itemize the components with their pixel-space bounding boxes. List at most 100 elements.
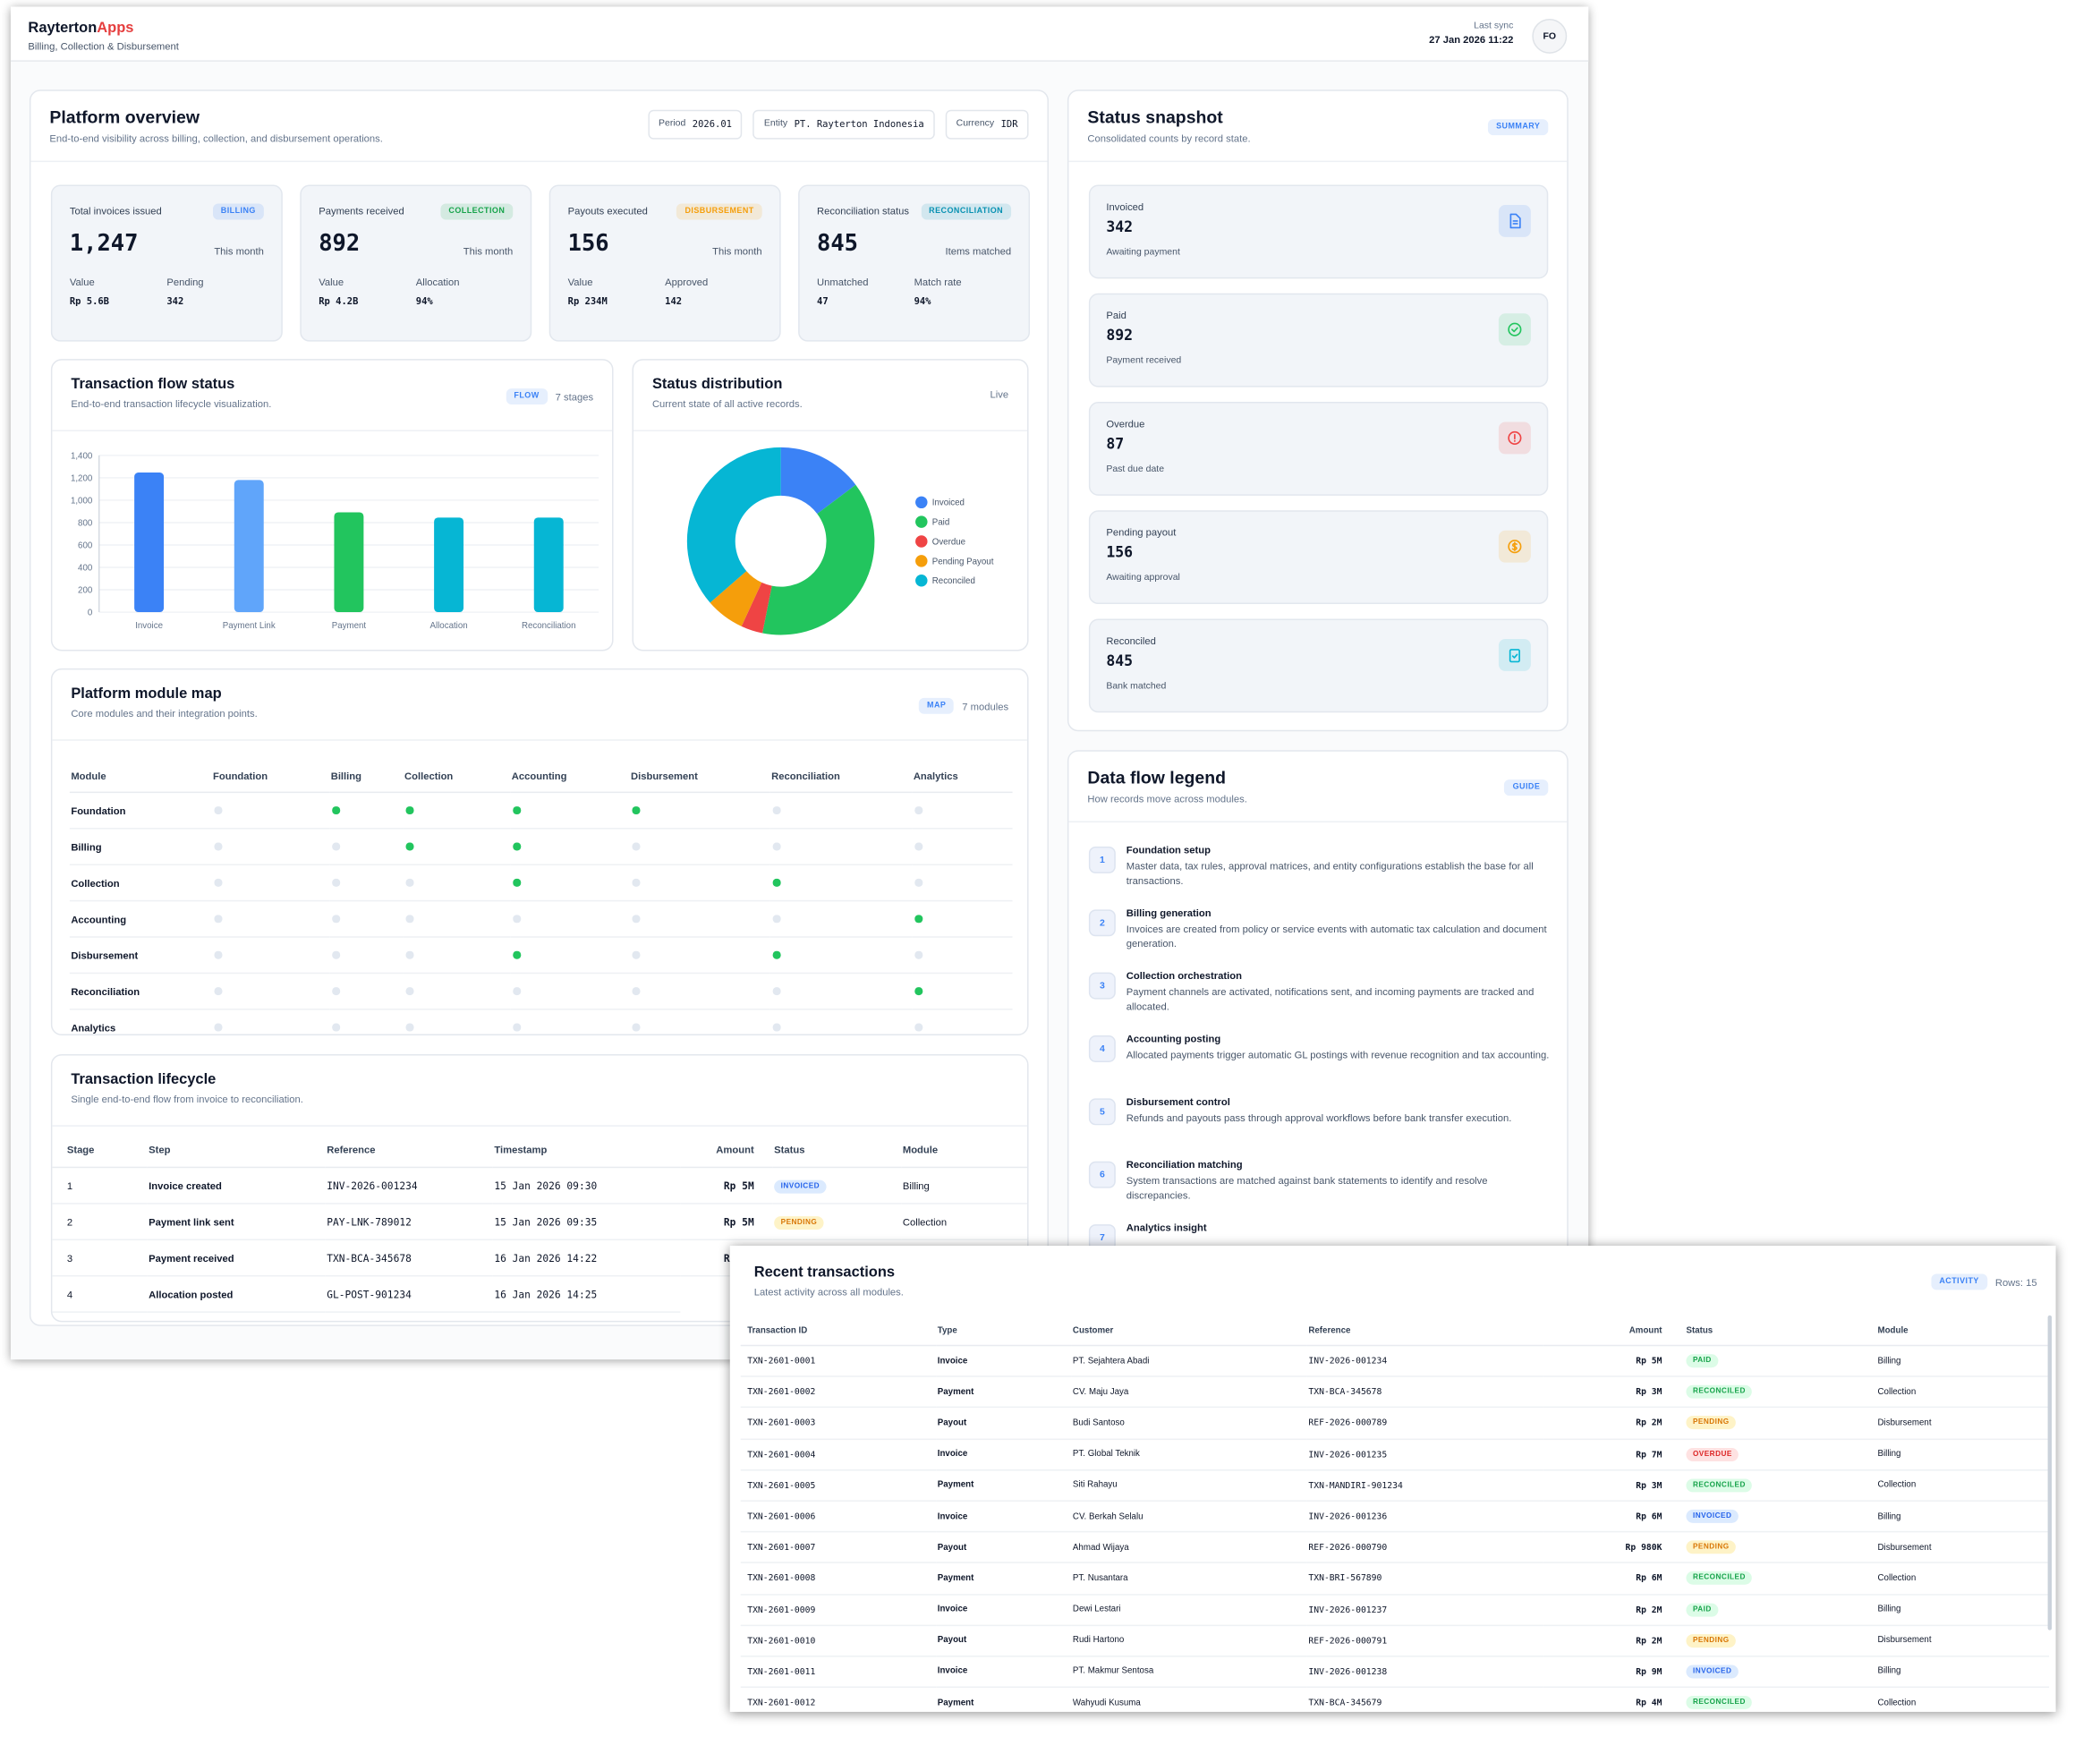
panel-actions: MAP 7 modules — [919, 697, 1008, 714]
link-cell — [510, 900, 630, 938]
cell: Payout — [936, 1531, 1072, 1564]
cell: PT. Sejahtera Abadi — [1071, 1345, 1307, 1377]
stat-value: 342 — [166, 295, 184, 307]
status-badge: INVOICED — [1686, 1665, 1739, 1679]
cell: Disbursement — [1876, 1531, 2050, 1564]
transaction-row[interactable]: TXN-2601-0009 Invoice Dewi Lestari INV-2026… — [740, 1594, 2050, 1626]
cell: TXN-2601-0005 — [740, 1469, 937, 1502]
no-link-dot — [513, 1023, 521, 1031]
link-dot — [632, 806, 640, 814]
header-row: Stage Step Reference Timestamp Amount Status M… — [52, 1131, 1028, 1169]
cell: Ahmad Wijaya — [1071, 1531, 1307, 1564]
cell: Bank reconciliation — [147, 1312, 326, 1321]
transaction-row[interactable]: TXN-2601-0003 Payout Budi Santoso REF-2026-… — [740, 1407, 2050, 1440]
cell: 16 Jan 2026 14:22 — [492, 1239, 681, 1277]
no-link-dot — [772, 842, 780, 850]
transaction-row[interactable]: TXN-2601-0004 Invoice PT. Global Teknik INV… — [740, 1438, 2050, 1471]
column-header: Reference — [1306, 1315, 1543, 1347]
y-tick-label: 1,400 — [71, 451, 93, 461]
brand-subtitle: Billing, Collection & Disbursement — [28, 39, 179, 53]
legend-swatch — [915, 574, 928, 587]
cell: INV-2026-001237 — [1306, 1594, 1543, 1626]
link-cell — [403, 864, 511, 902]
column-header: Foundation — [211, 759, 330, 794]
panel-actions: Live — [990, 388, 1008, 400]
transaction-row[interactable]: TXN-2601-0007 Payout Ahmad Wijaya REF-2026-… — [740, 1531, 2050, 1564]
panel-header: Transaction flow status End-to-end transa… — [52, 361, 613, 431]
status-badge: RECONCILED — [1686, 1385, 1753, 1400]
panel-title: Status snapshot — [1087, 106, 1223, 128]
lifecycle-row: 4 Allocation posted GL-POST-901234 16 Jan 2… — [52, 1275, 1027, 1313]
overview-card: Platform overview End-to-end visibility a… — [29, 89, 1049, 1326]
module-name: Reconciliation — [69, 973, 212, 1010]
avatar[interactable]: FO — [1532, 18, 1568, 54]
kpi-title: Payouts executed — [567, 205, 648, 217]
module-row: Foundation — [69, 792, 1013, 830]
panel-header: Data flow legend How records move across … — [1068, 752, 1568, 823]
transaction-row[interactable]: TXN-2601-0012 Payment Wahyudi Kusuma TXN-BC… — [740, 1687, 2050, 1712]
filters: Period 2026.01 Entity PT. Rayterton Indones… — [648, 109, 1029, 140]
transaction-row[interactable]: TXN-2601-0008 Payment PT. Nusantara TXN-BRI… — [740, 1562, 2050, 1595]
cell: Wahyudi Kusuma — [1071, 1687, 1307, 1712]
panel-subtitle: Single end-to-end flow from invoice to r… — [71, 1093, 303, 1105]
column-header: Status — [772, 1131, 902, 1169]
column-header: Module — [901, 1131, 1028, 1169]
cell: Rp 2M — [1543, 1407, 1668, 1440]
transaction-row[interactable]: TXN-2601-0002 Payment CV. Maju Jaya TXN-BCA… — [740, 1376, 2050, 1409]
link-dot — [914, 987, 922, 995]
cell: Rp 5M — [680, 1167, 773, 1205]
filter[interactable]: Period 2026.01 — [648, 109, 743, 140]
kpi-card: Payments received COLLECTION 892 This month… — [300, 184, 532, 342]
transaction-row[interactable]: TXN-2601-0006 Invoice CV. Berkah Selalu INV… — [740, 1501, 2050, 1533]
link-dot — [405, 842, 413, 850]
link-cell — [211, 937, 330, 975]
transaction-row[interactable]: TXN-2601-0005 Payment Siti Rahayu TXN-MANDI… — [740, 1469, 2050, 1502]
icon — [1509, 213, 1521, 229]
link-cell — [329, 864, 404, 902]
module-name: Analytics — [69, 1009, 212, 1035]
tag: GUIDE — [1504, 779, 1549, 796]
no-link-dot — [914, 842, 922, 850]
cell: Invoice — [936, 1345, 1072, 1377]
tag: MAP — [919, 697, 955, 714]
cell: TXN-2601-0012 — [740, 1687, 937, 1712]
pie-slice — [741, 582, 772, 634]
cell: Rp 2M — [1543, 1594, 1668, 1626]
link-cell — [912, 828, 1013, 865]
link-cell — [403, 828, 511, 865]
y-tick-label: 400 — [78, 563, 93, 573]
module-row: Accounting — [69, 900, 1013, 938]
y-tick-label: 1,000 — [71, 496, 93, 506]
icon — [1508, 322, 1522, 336]
kpi-main: 845 Items matched — [817, 230, 1011, 257]
table-head: Stage Step Reference Timestamp Amount Status M… — [52, 1131, 1028, 1169]
link-cell — [629, 973, 770, 1010]
transaction-row[interactable]: TXN-2601-0001 Invoice PT. Sejahtera Abadi I… — [740, 1345, 2050, 1377]
kpi-value: 1,247 — [69, 230, 139, 258]
filter[interactable]: Currency IDR — [945, 109, 1029, 140]
item-note: Awaiting payment — [1106, 247, 1180, 258]
cell: Rp 980K — [1543, 1531, 1668, 1564]
sync-label: Last sync — [1474, 21, 1514, 31]
no-link-dot — [214, 915, 222, 923]
cell: Collection — [1876, 1687, 2050, 1712]
cell: PT. Nusantara — [1071, 1562, 1307, 1595]
panel-title: Transaction flow status — [71, 376, 235, 393]
cell: TXN-2601-0001 — [740, 1345, 937, 1377]
sync-time: 27 Jan 2026 11:22 — [1429, 33, 1514, 46]
transaction-row[interactable]: TXN-2601-0011 Invoice PT. Makmur Sentosa IN… — [740, 1656, 2050, 1689]
transaction-row[interactable]: TXN-2601-0010 Payout Rudi Hartono REF-2026-… — [740, 1624, 2050, 1657]
item-value: 156 — [1106, 543, 1134, 562]
no-link-dot — [513, 915, 521, 923]
link-cell — [329, 1009, 404, 1035]
link-cell — [629, 828, 770, 865]
panel-header: Recent transactions Latest activity acros… — [730, 1246, 2056, 1307]
icon-shape — [1509, 649, 1520, 663]
no-link-dot — [332, 1023, 340, 1031]
icon-shape — [1511, 541, 1518, 552]
filter[interactable]: Entity PT. Rayterton Indonesia — [752, 109, 935, 140]
stat-value: Rp 4.2B — [319, 295, 359, 307]
stat-value: 47 — [817, 295, 829, 307]
kpi-stats: Value Rp 4.2B Allocation 94% — [319, 276, 513, 306]
cell: Allocation posted — [147, 1275, 326, 1313]
